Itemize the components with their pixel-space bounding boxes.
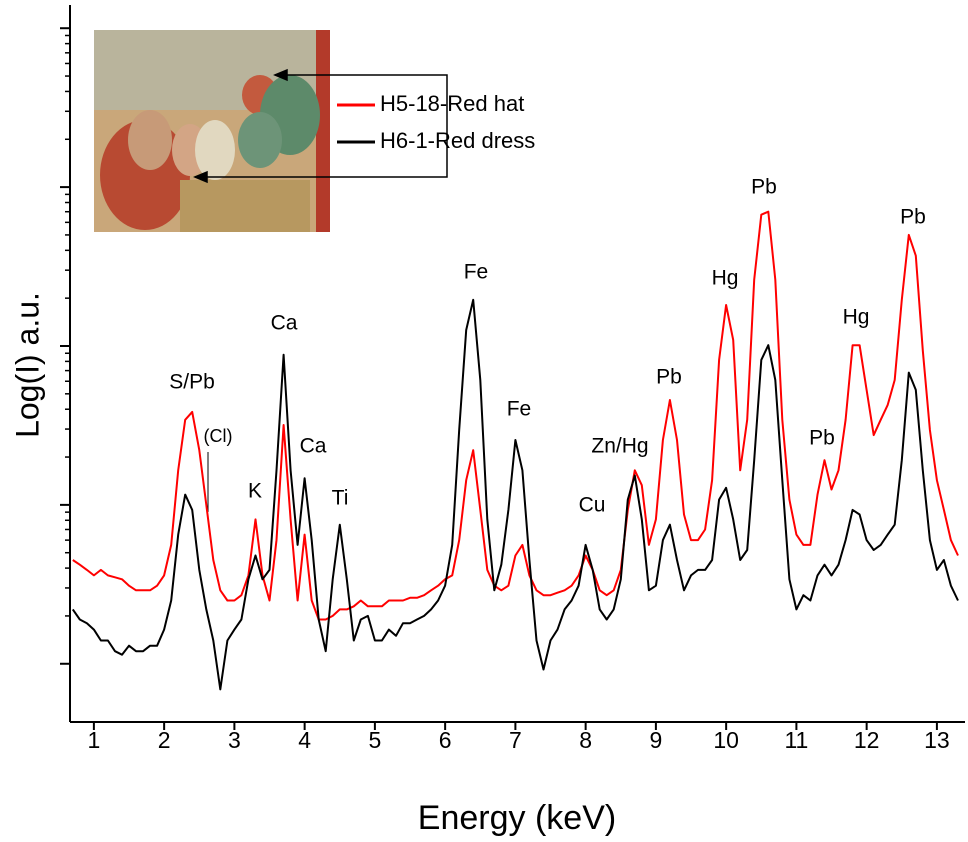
peak-label: Fe	[464, 261, 489, 284]
peak-label: K	[248, 480, 262, 503]
peak-label: (Cl)	[204, 426, 233, 446]
peak-label: Zn/Hg	[591, 435, 648, 458]
x-tick-label: 5	[368, 727, 381, 753]
x-tick-label: 7	[509, 727, 522, 753]
peak-label: Fe	[507, 398, 532, 421]
peak-label: Ti	[332, 487, 349, 510]
y-axis-label: Log(I) a.u.	[9, 292, 45, 438]
peak-label: Pb	[809, 427, 835, 450]
peak-label: S/Pb	[169, 371, 215, 394]
series-line	[72, 210, 959, 621]
inset-photo	[94, 30, 330, 232]
x-tick-label: 1	[87, 727, 100, 753]
peak-label: Pb	[656, 366, 682, 389]
x-tick-label: 13	[924, 727, 950, 753]
x-tick-label: 10	[713, 727, 739, 753]
series-line	[71, 298, 959, 691]
peak-label: Cu	[579, 494, 606, 517]
inset-arrows	[193, 68, 448, 184]
x-tick-label: 3	[228, 727, 241, 753]
x-tick-label: 6	[439, 727, 452, 753]
peak-label: Pb	[751, 176, 777, 199]
x-axis-label: Energy (keV)	[418, 799, 616, 837]
peak-label: Pb	[900, 206, 926, 229]
x-tick-label: 2	[158, 727, 171, 753]
x-tick-label: 4	[298, 727, 311, 753]
x-tick-label: 9	[649, 727, 662, 753]
x-tick-label: 12	[854, 727, 880, 753]
peak-label: Hg	[712, 267, 739, 290]
x-tick-label: 11	[784, 727, 808, 753]
x-tick-label: 8	[579, 727, 592, 753]
peak-label: Hg	[843, 306, 870, 329]
peak-label: Ca	[300, 435, 327, 458]
legend-label: H5-18-Red hat	[380, 91, 524, 116]
peak-label: Ca	[271, 312, 298, 335]
legend-label: H6-1-Red dress	[380, 128, 535, 153]
